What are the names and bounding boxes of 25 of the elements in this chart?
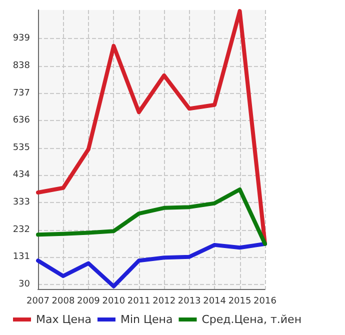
legend-label: Max Цена (36, 313, 92, 326)
legend-label: Сред.Цена, т.йен (202, 313, 302, 326)
legend-label: Min Цена (120, 313, 173, 326)
y-tick-label: 939 (12, 34, 30, 44)
x-tick-label: 2010 (102, 296, 126, 306)
y-tick-label: 636 (12, 116, 30, 126)
y-tick-label: 333 (12, 197, 30, 208)
y-tick-label: 838 (12, 60, 30, 71)
y-tick-label: 434 (12, 170, 30, 180)
x-tick-label: 2007 (26, 296, 50, 306)
x-tick-label: 2016 (254, 296, 277, 306)
x-tick-label: 2014 (203, 296, 226, 306)
x-tick-label: 2013 (178, 296, 201, 306)
y-tick-label: 131 (12, 252, 30, 262)
x-tick-label: 2008 (52, 296, 75, 306)
y-tick-label: 535 (12, 142, 30, 153)
y-tick-label: 30 (18, 279, 30, 290)
x-tick-label: 2009 (76, 296, 100, 306)
y-tick-label: 737 (12, 88, 30, 98)
x-tick-label: 2012 (152, 296, 176, 306)
x-tick-label: 2015 (228, 296, 252, 306)
line-series (36, 188, 267, 246)
y-tick-label: 232 (12, 224, 30, 235)
x-tick-label: 2011 (127, 296, 150, 306)
line-series (36, 9, 267, 246)
